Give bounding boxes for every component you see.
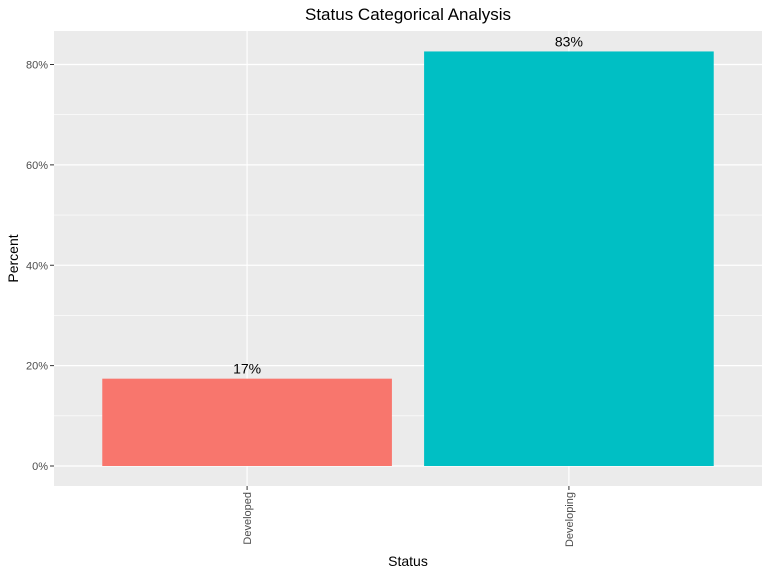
y-tick-label: 0% xyxy=(32,461,48,473)
y-tick-label: 60% xyxy=(26,160,48,172)
y-axis-title: Percent xyxy=(5,234,21,282)
y-tick-label: 20% xyxy=(26,361,48,373)
bar-developing xyxy=(424,51,714,467)
data-label-developed: 17% xyxy=(233,361,261,377)
bar-developed xyxy=(102,378,392,466)
y-axis: 0% 20% 40% 60% 80% xyxy=(26,60,54,473)
x-axis: Developed Developing xyxy=(242,486,576,547)
data-labels: 17% 83% xyxy=(233,33,583,376)
x-tick-label-developing: Developing xyxy=(564,492,576,547)
y-tick-label: 40% xyxy=(26,260,48,272)
x-tick-label-developed: Developed xyxy=(242,492,254,545)
data-label-developing: 83% xyxy=(555,33,583,49)
x-axis-title: Status xyxy=(388,553,428,569)
y-tick-label: 80% xyxy=(26,60,48,72)
chart-title: Status Categorical Analysis xyxy=(305,5,511,24)
bars xyxy=(102,51,714,467)
